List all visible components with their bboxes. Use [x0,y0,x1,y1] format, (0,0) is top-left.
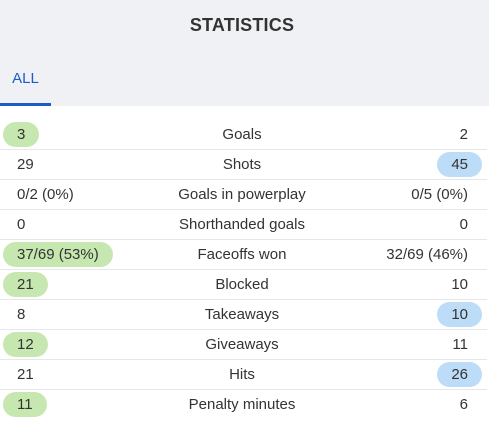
stat-label: Blocked [215,276,269,293]
stat-label: Faceoffs won [197,246,287,263]
away-value: 10 [451,276,468,293]
stat-row-takeaways: 8 Takeaways 10 [0,300,487,330]
tab-all[interactable]: ALL [0,64,51,106]
home-value: 37/69 (53%) [3,242,113,267]
away-value: 0 [459,216,468,233]
home-value: 0/2 (0%) [17,186,74,203]
home-value: 8 [17,306,26,323]
away-value: 0/5 (0%) [411,186,468,203]
home-value: 29 [17,156,34,173]
stats-header: STATISTICS ALL [0,0,489,106]
home-value: 21 [17,366,34,383]
stat-label: Takeaways [204,306,280,323]
stat-label: Giveaways [205,336,279,353]
stat-row-hits: 21 Hits 26 [0,360,487,390]
away-value: 2 [459,126,468,143]
home-value: 11 [3,392,47,417]
stat-row-shots: 29 Shots 45 [0,150,487,180]
stat-label: Goals in powerplay [178,186,306,203]
away-value: 26 [437,362,482,387]
stat-row-giveaways: 12 Giveaways 11 [0,330,487,360]
home-value: 12 [3,332,48,357]
away-value: 10 [437,302,482,327]
stat-row-goals-in-powerplay: 0/2 (0%) Goals in powerplay 0/5 (0%) [0,180,487,210]
home-value: 0 [17,216,26,233]
away-value: 6 [459,396,468,413]
home-value: 3 [3,122,40,147]
stats-table: 3 Goals 2 29 Shots 45 0/2 (0%) Goals in … [0,120,487,419]
stat-label: Shorthanded goals [179,216,305,233]
stat-label: Penalty minutes [188,396,296,413]
stat-label: Goals [222,126,262,143]
stat-row-blocked: 21 Blocked 10 [0,270,487,300]
away-value: 45 [437,152,482,177]
home-value: 21 [3,272,48,297]
stat-row-goals: 3 Goals 2 [0,120,487,150]
stat-row-penalty-minutes: 11 Penalty minutes 6 [0,390,487,419]
stat-row-shorthanded-goals: 0 Shorthanded goals 0 [0,210,487,240]
away-value: 32/69 (46%) [386,246,468,263]
stat-label: Hits [229,366,255,383]
page-title: STATISTICS [189,15,295,35]
away-value: 11 [452,336,468,353]
stat-row-faceoffs-won: 37/69 (53%) Faceoffs won 32/69 (46%) [0,240,487,270]
stat-label: Shots [222,156,262,173]
